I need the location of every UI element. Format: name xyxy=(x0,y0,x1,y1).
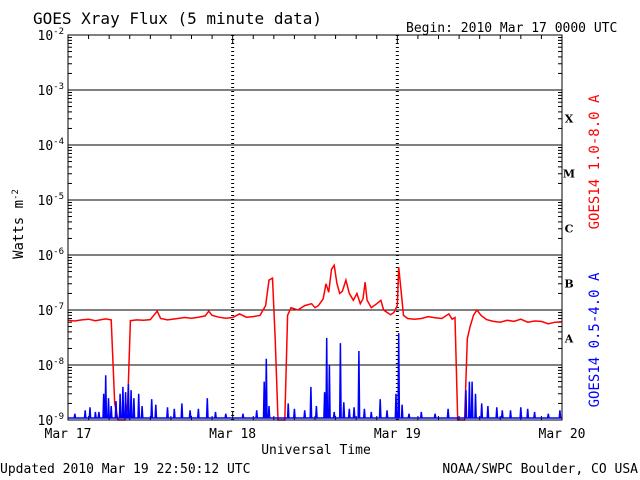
flare-class-label: X xyxy=(565,113,574,126)
x-tick-label: Mar 19 xyxy=(374,427,421,442)
y-tick-label: 10-4 xyxy=(38,137,65,154)
updated-timestamp: Updated 2010 Mar 19 22:50:12 UTC xyxy=(0,462,250,477)
agency-credit: NOAA/SWPC Boulder, CO USA xyxy=(442,462,638,477)
legend-long-channel: GOES14 1.0-8.0 A xyxy=(587,94,603,229)
x-tick-label: Mar 17 xyxy=(45,427,92,442)
plot-frame xyxy=(67,34,563,421)
flare-class-label: C xyxy=(565,223,574,236)
y-tick-label: 10-7 xyxy=(38,302,65,319)
y-tick-label: 10-2 xyxy=(38,27,65,44)
x-tick-label: Mar 18 xyxy=(209,427,256,442)
flare-class-label: M xyxy=(563,168,575,181)
begin-time: Begin: 2010 Mar 17 0000 UTC xyxy=(406,21,617,36)
flare-class-label: B xyxy=(564,278,573,291)
y-tick-label: 10-5 xyxy=(38,192,65,209)
series-line-long-channel xyxy=(67,263,563,421)
y-tick-label: 10-8 xyxy=(38,357,65,374)
chart-title: GOES Xray Flux (5 minute data) xyxy=(33,9,322,28)
y-tick-label: 10-3 xyxy=(38,82,65,99)
series-line-short-channel xyxy=(68,333,562,419)
x-tick-label: Mar 20 xyxy=(539,427,586,442)
legend-short-channel: GOES14 0.5-4.0 A xyxy=(587,272,603,407)
y-axis-label: Watts m-2 xyxy=(11,189,27,259)
flare-class-label: A xyxy=(564,333,574,346)
x-axis-label: Universal Time xyxy=(261,443,371,458)
y-tick-label: 10-9 xyxy=(38,412,65,429)
y-tick-label: 10-6 xyxy=(38,247,65,264)
